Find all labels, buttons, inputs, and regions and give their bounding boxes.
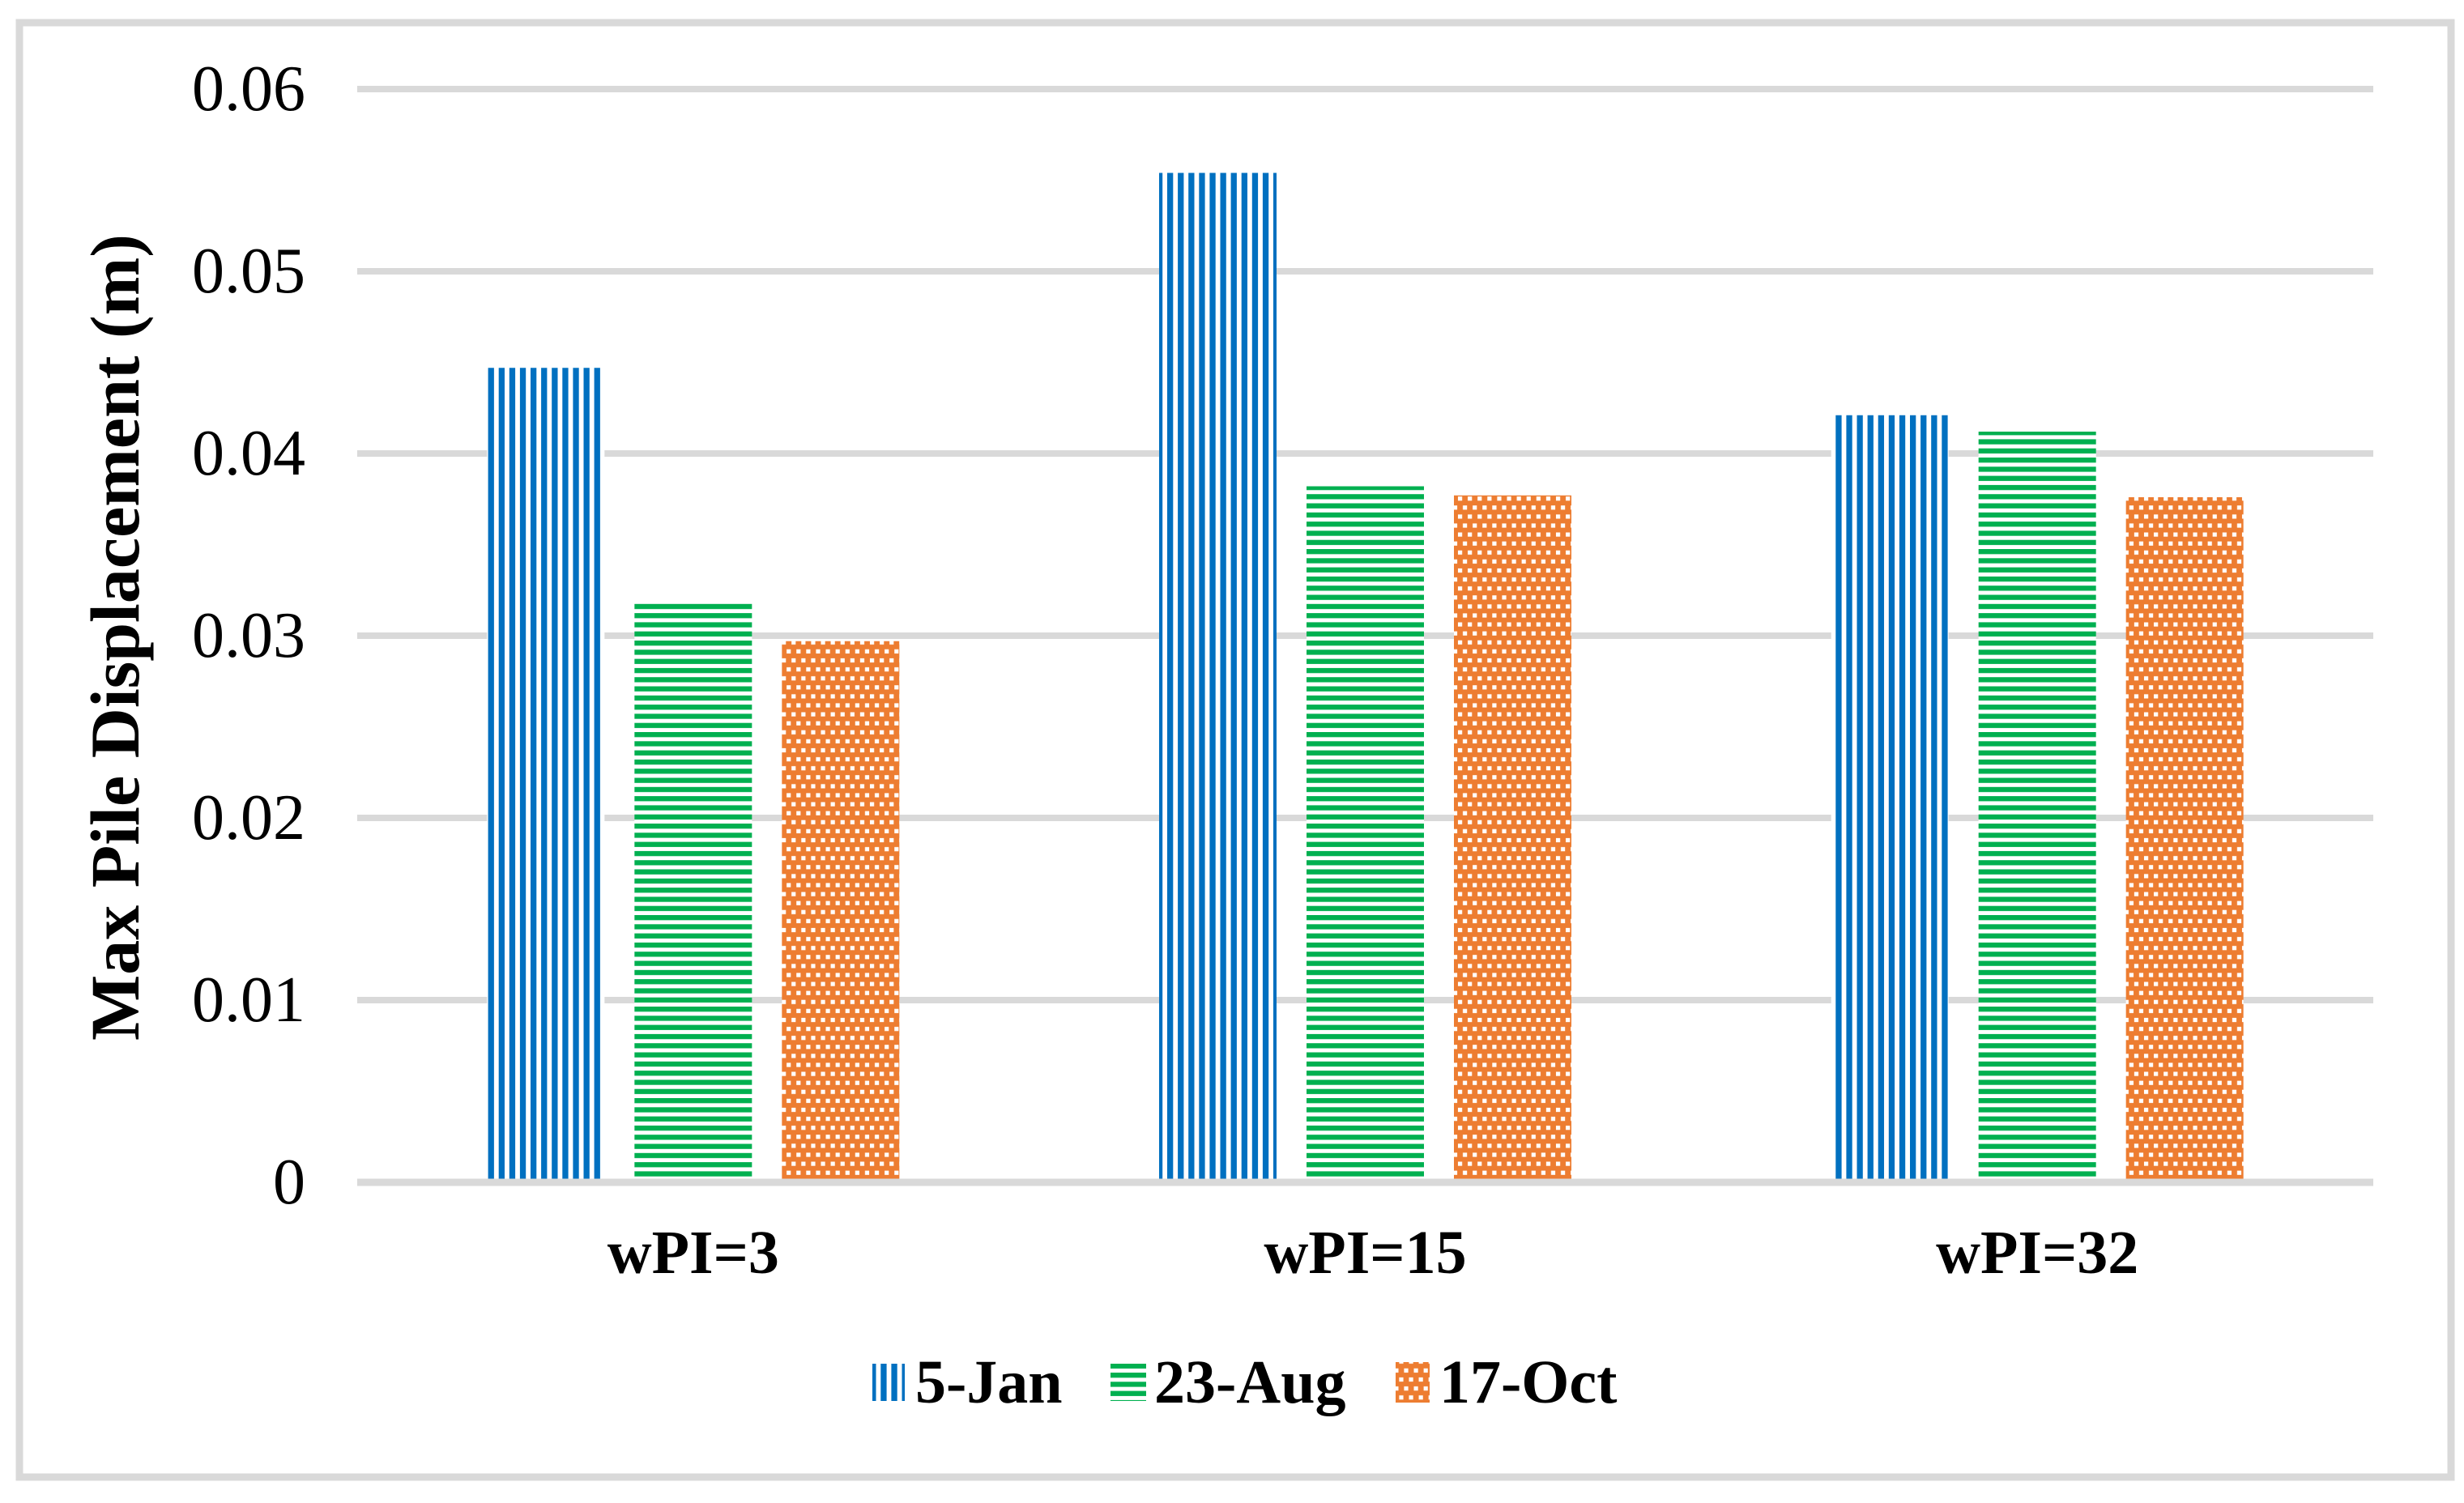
bar-5-Jan-wPI=32 (1831, 415, 1949, 1181)
legend-swatch-checker-dots-icon (1396, 1362, 1430, 1403)
ytick-label-0.04: 0.04 (192, 418, 305, 489)
bar-23-Aug-wPI=3 (634, 602, 752, 1181)
ytick-label-0.06: 0.06 (192, 53, 305, 125)
y-axis-title: Max Pile Displacement (m) (76, 234, 154, 1041)
y-axis-tick-labels: 0 0.01 0.02 0.03 0.04 0.05 0.06 (192, 53, 305, 1218)
legend-swatch-horizontal-stripes-icon (1111, 1364, 1146, 1401)
bar-17-Oct-wPI=3 (782, 641, 900, 1181)
legend-swatch-vertical-stripes-icon (872, 1364, 905, 1401)
ytick-label-0.02: 0.02 (192, 782, 305, 854)
ytick-label-0.05: 0.05 (192, 236, 305, 307)
bar-23-Aug-wPI=15 (1307, 486, 1424, 1181)
bar-17-Oct-wPI=15 (1454, 495, 1571, 1181)
ytick-label-0.03: 0.03 (192, 600, 305, 671)
bar-5-Jan-wPI=15 (1159, 172, 1277, 1181)
x-axis-category-labels: wPI=3 wPI=15 wPI=32 (607, 1219, 2139, 1287)
bar-23-Aug-wPI=32 (1978, 432, 2096, 1181)
bar-series-group (487, 172, 2244, 1181)
xcat-label-wPI=32: wPI=32 (1936, 1219, 2138, 1287)
legend-label: 17-Oct (1439, 1348, 1617, 1416)
legend-label: 23-Aug (1154, 1348, 1345, 1416)
legend: 5-Jan 23-Aug 17-Oct (872, 1348, 1617, 1416)
legend-item: 23-Aug (1111, 1348, 1345, 1416)
ytick-label-0: 0 (273, 1147, 305, 1218)
legend-item: 17-Oct (1396, 1348, 1617, 1416)
xcat-label-wPI=3: wPI=3 (607, 1219, 779, 1287)
ytick-label-0.01: 0.01 (192, 964, 305, 1036)
bar-17-Oct-wPI=32 (2125, 497, 2244, 1181)
bar-5-Jan-wPI=3 (487, 368, 605, 1181)
xcat-label-wPI=15: wPI=15 (1264, 1219, 1466, 1287)
legend-item: 5-Jan (872, 1348, 1063, 1416)
chart-outer-border (15, 19, 2455, 1481)
legend-label: 5-Jan (915, 1348, 1063, 1416)
